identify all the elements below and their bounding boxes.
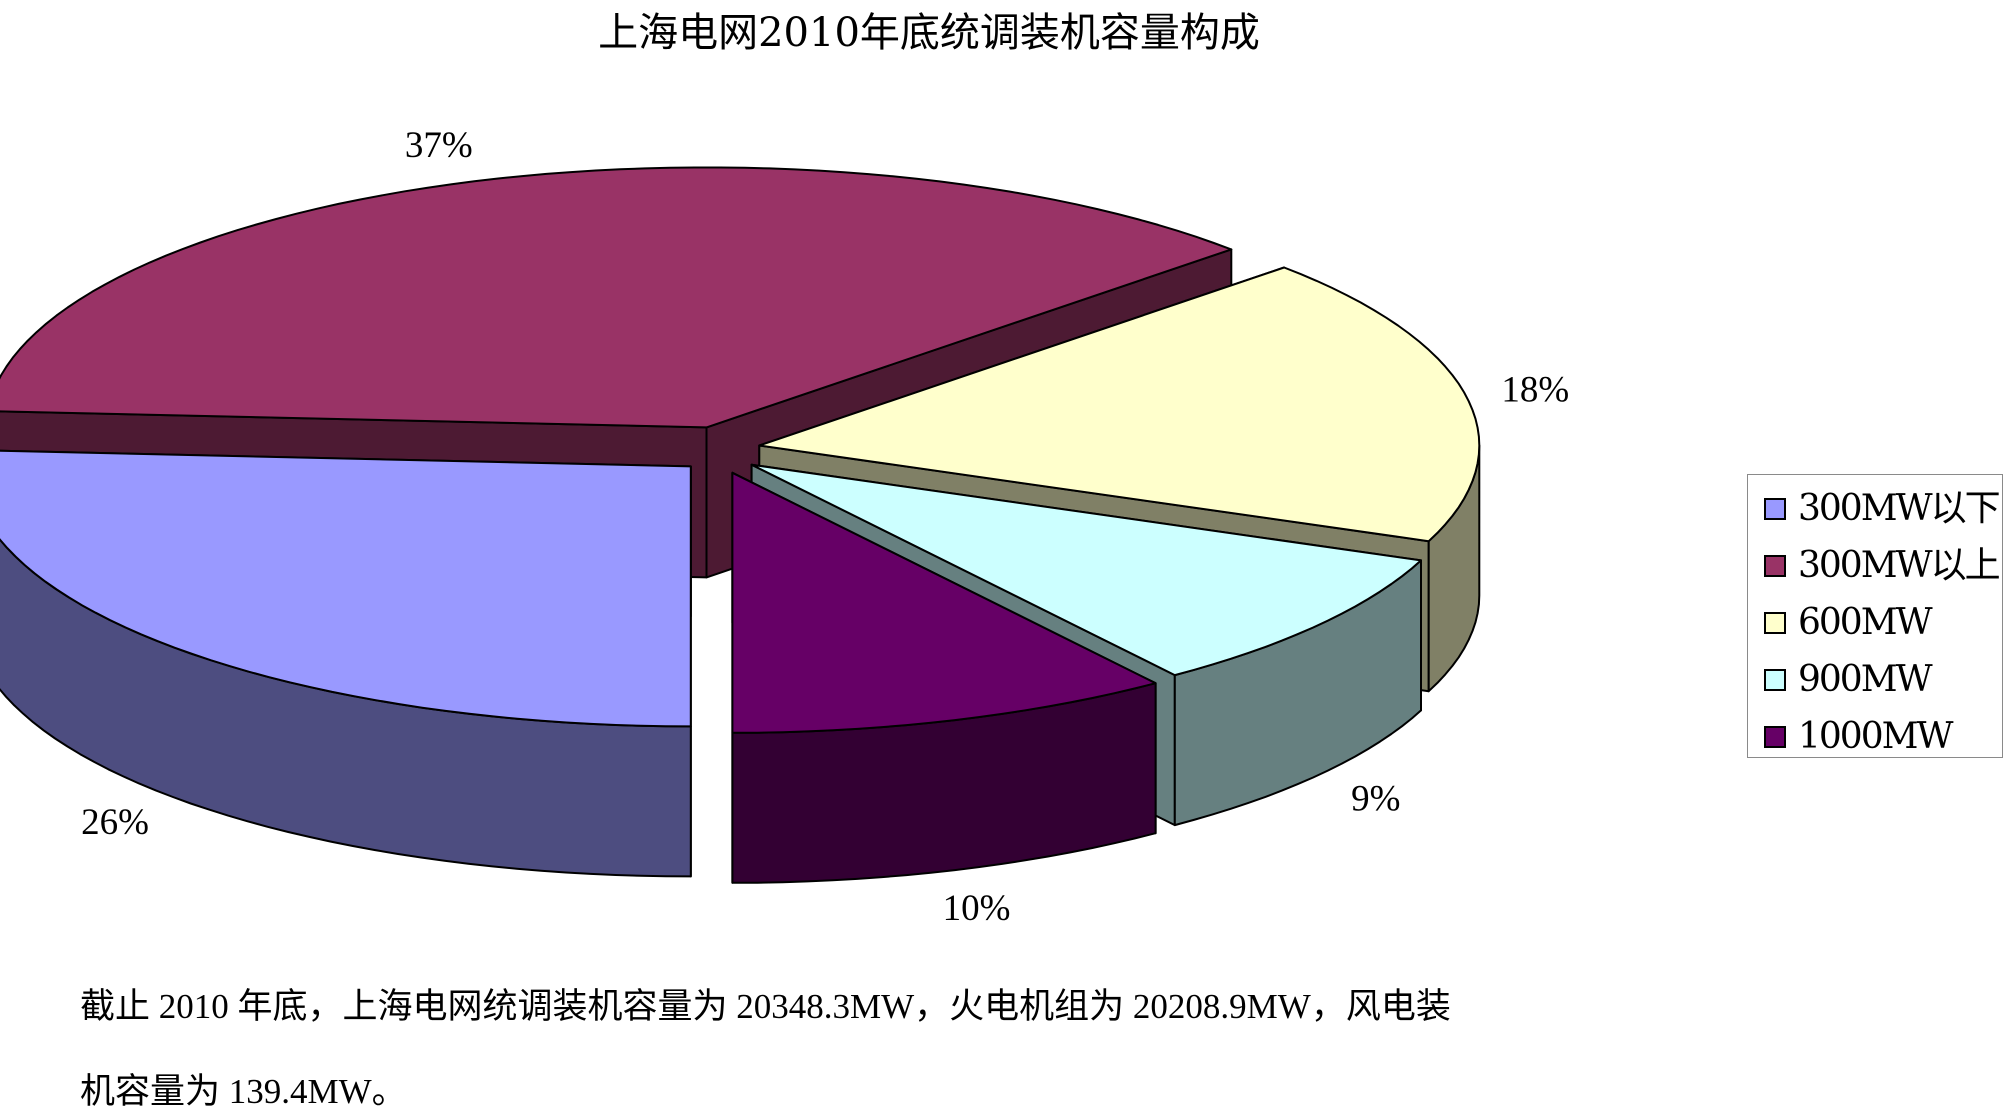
legend-label: 1000MW — [1798, 716, 1953, 757]
legend-label: 300MW以下 — [1798, 488, 2001, 529]
legend-label: 900MW — [1798, 659, 1933, 700]
legend-label: 600MW — [1798, 602, 1933, 643]
legend-item-300mw-below: 300MW以下 — [1764, 485, 2001, 533]
legend-swatch — [1764, 498, 1786, 520]
slice-label-1000mw: 10% — [943, 888, 1011, 929]
pie-slice-300mw-above — [0, 166, 1233, 429]
legend-label: 300MW以上 — [1798, 545, 2001, 586]
legend-swatch — [1764, 612, 1786, 634]
pie-slice-1000mw — [731, 471, 1157, 734]
legend-item-1000mw: 1000MW — [1764, 713, 1953, 761]
caption-line-2: 机容量为 139.4MW。 — [80, 1072, 407, 1111]
pie-slice-600mw — [758, 266, 1481, 543]
legend-item-300mw-above: 300MW以上 — [1764, 542, 2001, 590]
slice-label-900mw: 9% — [1351, 779, 1400, 820]
legend-swatch — [1764, 669, 1786, 691]
slice-label-600mw: 18% — [1501, 369, 1569, 410]
slice-label-300mw-below: 26% — [81, 802, 149, 843]
pie-slice-900mw — [750, 463, 1422, 677]
caption-line-1: 截止 2010 年底，上海电网统调装机容量为 20348.3MW，火电机组为 2… — [80, 987, 1451, 1026]
legend-swatch — [1764, 555, 1786, 577]
chart-title: 上海电网2010年底统调装机容量构成 — [598, 10, 1260, 56]
slice-label-300mw-above: 37% — [405, 125, 473, 166]
pie-slice-300mw-below — [0, 449, 692, 728]
legend-item-900mw: 900MW — [1764, 656, 1933, 704]
chart-legend: 300MW以下 300MW以上 600MW 900MW 1000MW — [1747, 474, 2003, 758]
legend-swatch — [1764, 726, 1786, 748]
legend-item-600mw: 600MW — [1764, 599, 1933, 647]
